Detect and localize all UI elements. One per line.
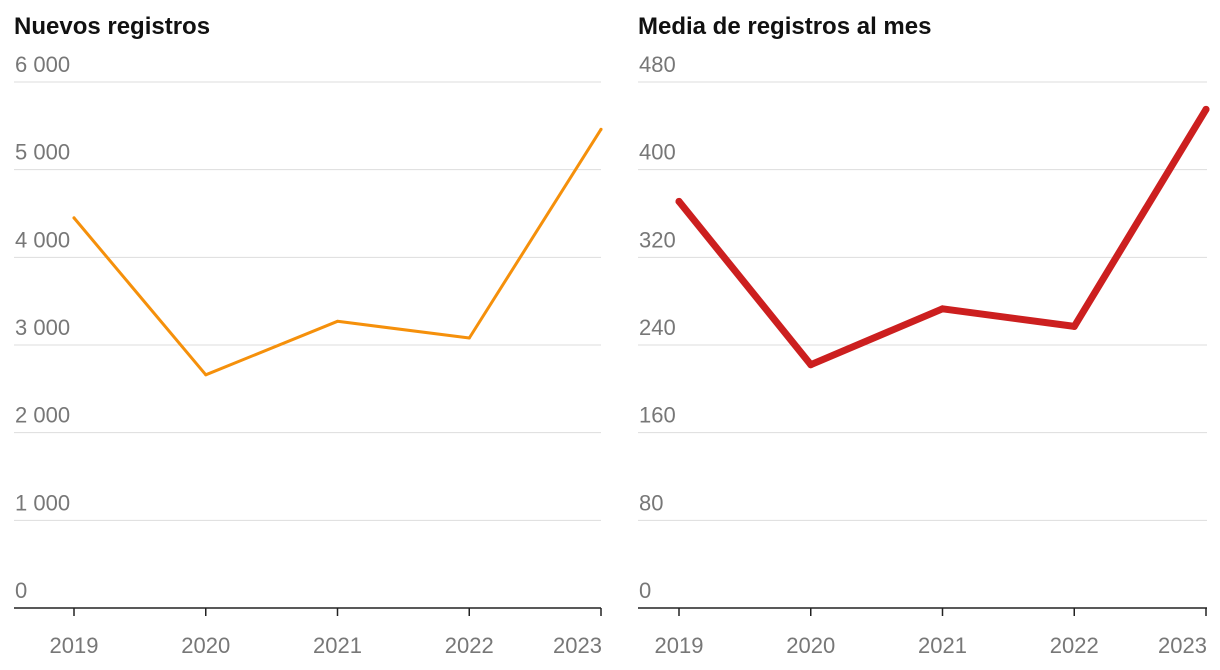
x-tick-label: 2022 (1050, 633, 1099, 658)
chart-title: Media de registros al mes (638, 13, 931, 40)
y-tick-label: 5 000 (15, 140, 70, 165)
y-tick-label: 3 000 (15, 315, 70, 340)
y-tick-label: 0 (15, 578, 27, 603)
x-tick-label: 2019 (655, 633, 704, 658)
x-tick-label: 2021 (918, 633, 967, 658)
data-point (467, 336, 471, 340)
y-tick-label: 1 000 (15, 490, 70, 515)
data-point (675, 197, 683, 205)
chart-panel-1: Nuevos registros 0 1 000 2 000 3 000 4 000 5 0… (14, 13, 603, 658)
data-point (1070, 322, 1078, 330)
y-tick-label: 240 (639, 315, 676, 340)
y-tick-label: 400 (639, 140, 676, 165)
x-tick-label: 2022 (445, 633, 494, 658)
x-tick-label: 2019 (50, 633, 99, 658)
y-tick-label: 2 000 (15, 403, 70, 428)
y-tick-label: 160 (639, 403, 676, 428)
data-point (1202, 105, 1210, 113)
x-tick-label: 2021 (313, 633, 362, 658)
x-tick-label: 2023 (1158, 633, 1207, 658)
data-point (807, 361, 815, 369)
y-tick-label: 80 (639, 490, 663, 515)
y-tick-label: 320 (639, 227, 676, 252)
data-point (204, 373, 208, 377)
data-point (336, 319, 339, 323)
x-tick-label: 2020 (786, 633, 835, 658)
chart-title: Nuevos registros (14, 13, 210, 40)
data-point (939, 305, 946, 313)
y-tick-label: 4 000 (15, 227, 70, 252)
y-tick-label: 480 (639, 52, 676, 77)
x-tick-label: 2023 (553, 633, 602, 658)
data-point (72, 216, 76, 220)
series-line (72, 127, 603, 377)
chart-panel-2: Media de registros al mes 0 80 160 240 320 400… (638, 13, 1210, 658)
y-tick-label: 0 (639, 578, 651, 603)
data-point (599, 127, 603, 131)
y-tick-label: 6 000 (15, 52, 70, 77)
x-tick-label: 2020 (181, 633, 230, 658)
series-line (675, 105, 1210, 369)
